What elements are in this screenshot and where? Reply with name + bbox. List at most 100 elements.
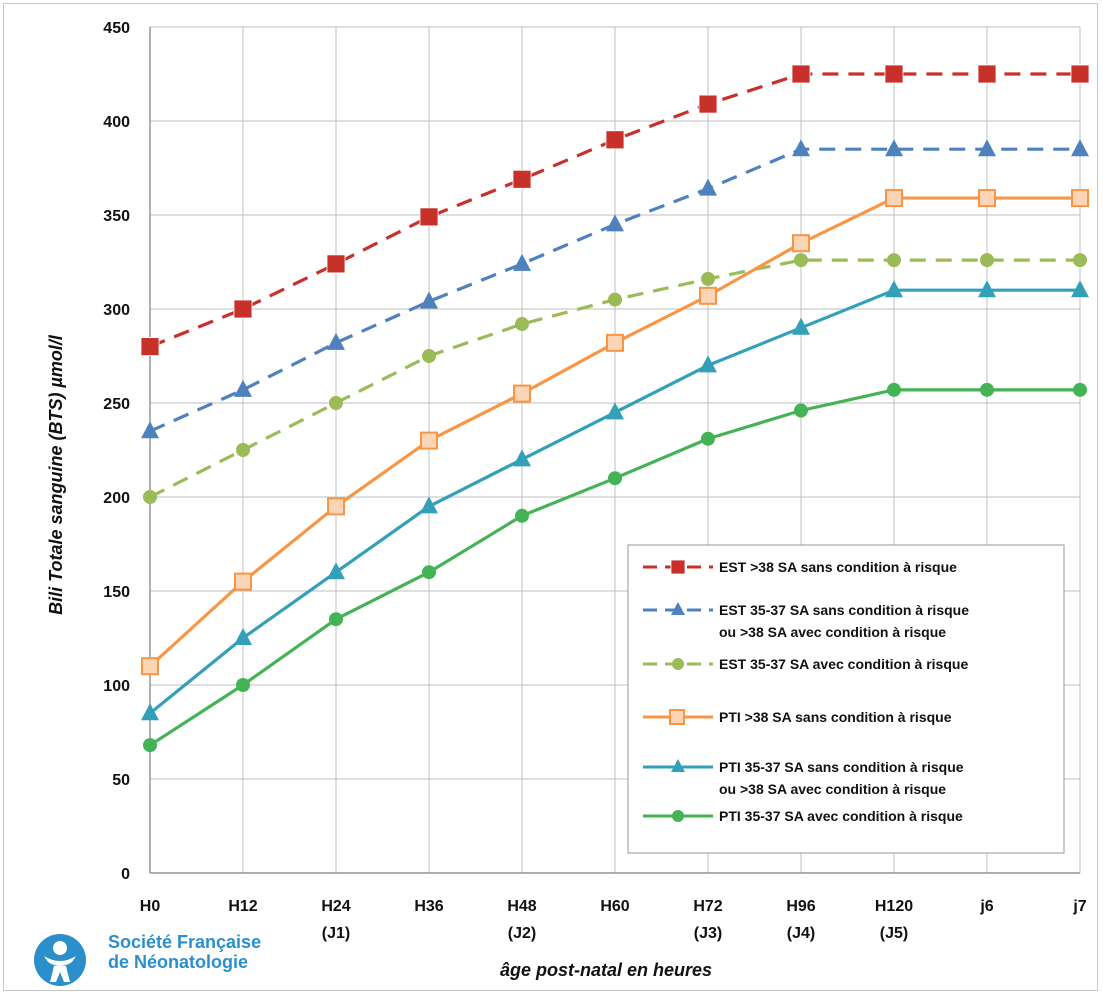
data-point	[326, 254, 346, 274]
chart-frame	[3, 3, 1098, 991]
legend-label: EST >38 SA sans condition à risque	[719, 559, 957, 575]
sfn-logo: Société Française de Néonatologie	[28, 930, 298, 990]
data-point	[419, 207, 439, 227]
data-point	[513, 449, 531, 467]
data-point	[420, 291, 438, 309]
data-point	[791, 64, 811, 84]
data-series	[140, 64, 1090, 753]
series-group	[141, 280, 1089, 721]
legend-label: PTI 35-37 SA avec condition à risque	[719, 808, 963, 824]
data-point	[329, 612, 343, 627]
data-point	[422, 349, 436, 363]
data-point	[422, 565, 436, 580]
x-tick-sublabel: (J2)	[508, 925, 536, 942]
legend-label: PTI 35-37 SA sans condition à risque	[719, 759, 964, 775]
data-point	[1071, 280, 1089, 298]
data-point	[141, 421, 159, 439]
data-point	[1071, 189, 1089, 208]
legend-label: PTI >38 SA sans condition à risque	[719, 709, 952, 725]
legend-label-line2: ou >38 SA avec condition à risque	[719, 781, 946, 797]
data-point	[977, 64, 997, 84]
y-axis-ticks: 0 50 100 150 200 250 300 350 400 450	[103, 20, 130, 883]
data-point	[327, 332, 345, 350]
legend-marker	[672, 810, 684, 822]
data-point	[329, 396, 343, 410]
data-point	[884, 64, 904, 84]
legend-box	[627, 544, 1065, 854]
data-point	[698, 94, 718, 114]
y-tick-label: 50	[112, 772, 130, 789]
data-point	[143, 738, 157, 753]
data-point	[978, 189, 996, 208]
data-point	[887, 382, 901, 397]
data-point	[699, 355, 717, 373]
series-group	[143, 382, 1087, 753]
data-point	[885, 280, 903, 298]
series-group	[143, 253, 1087, 504]
series-group	[141, 189, 1089, 676]
data-point	[887, 253, 901, 268]
logo-line-2: de Néonatologie	[108, 952, 249, 972]
x-tick-label: H120	[875, 898, 913, 915]
data-point	[513, 253, 531, 271]
data-point	[978, 280, 996, 298]
data-point	[978, 139, 996, 157]
data-point	[515, 317, 529, 332]
data-point	[606, 333, 624, 352]
data-point	[701, 431, 715, 446]
data-point	[234, 628, 252, 645]
x-tick-sublabel: (J1)	[322, 925, 350, 942]
data-point	[701, 271, 715, 286]
legend-label-line2: ou >38 SA avec condition à risque	[719, 624, 946, 640]
data-point	[605, 130, 625, 150]
data-point	[513, 384, 531, 403]
data-point	[1073, 253, 1087, 268]
data-point	[234, 379, 252, 397]
x-tick-label: H48	[507, 898, 536, 915]
data-point	[512, 169, 532, 189]
logo-text: Société Française de Néonatologie	[108, 932, 261, 972]
data-point	[1073, 382, 1087, 397]
data-point	[420, 496, 438, 514]
data-point	[792, 139, 810, 157]
y-tick-label: 300	[103, 302, 130, 319]
y-tick-label: 200	[103, 490, 130, 507]
legend-marker	[670, 559, 686, 575]
data-point	[699, 178, 717, 196]
x-tick-label: H24	[321, 898, 350, 915]
data-point	[885, 139, 903, 157]
x-tick-sublabel: (J5)	[880, 925, 908, 942]
y-tick-label: 450	[103, 20, 130, 37]
data-point	[608, 471, 622, 486]
legend-marker	[672, 658, 684, 670]
x-tick-label: j7	[1072, 898, 1086, 915]
data-point	[792, 317, 810, 335]
x-tick-label: H72	[693, 898, 722, 915]
legend-label: EST 35-37 SA sans condition à risque	[719, 602, 969, 618]
data-point	[327, 562, 345, 580]
data-point	[606, 214, 624, 232]
x-tick-sublabel: (J3)	[694, 925, 722, 942]
x-tick-label: H36	[414, 898, 443, 915]
x-tick-label: H12	[228, 898, 257, 915]
data-point	[885, 189, 903, 208]
x-tick-sublabel: (J4)	[787, 925, 815, 942]
data-point	[327, 497, 345, 516]
legend-label: EST 35-37 SA avec condition à risque	[719, 656, 968, 672]
data-point	[143, 490, 157, 504]
data-point	[141, 703, 159, 721]
x-axis-ticks: H0 H12 H24 (J1) H36 H48 (J2) H60 H72 (J3) H96 (J4) H…	[140, 898, 1087, 942]
data-point	[606, 402, 624, 420]
baby-figure-icon	[34, 934, 86, 986]
data-point	[234, 572, 252, 591]
data-point	[980, 382, 994, 397]
data-point	[980, 253, 994, 268]
x-tick-label: H96	[786, 898, 815, 915]
y-axis-title: Bili Totale sanguine (BTS) µmol/l	[46, 334, 66, 615]
series-group	[141, 139, 1089, 439]
data-point	[236, 678, 250, 692]
data-point	[608, 292, 622, 307]
data-point	[233, 299, 253, 319]
logo-line-1: Société Française	[108, 932, 262, 952]
data-point	[236, 443, 250, 457]
